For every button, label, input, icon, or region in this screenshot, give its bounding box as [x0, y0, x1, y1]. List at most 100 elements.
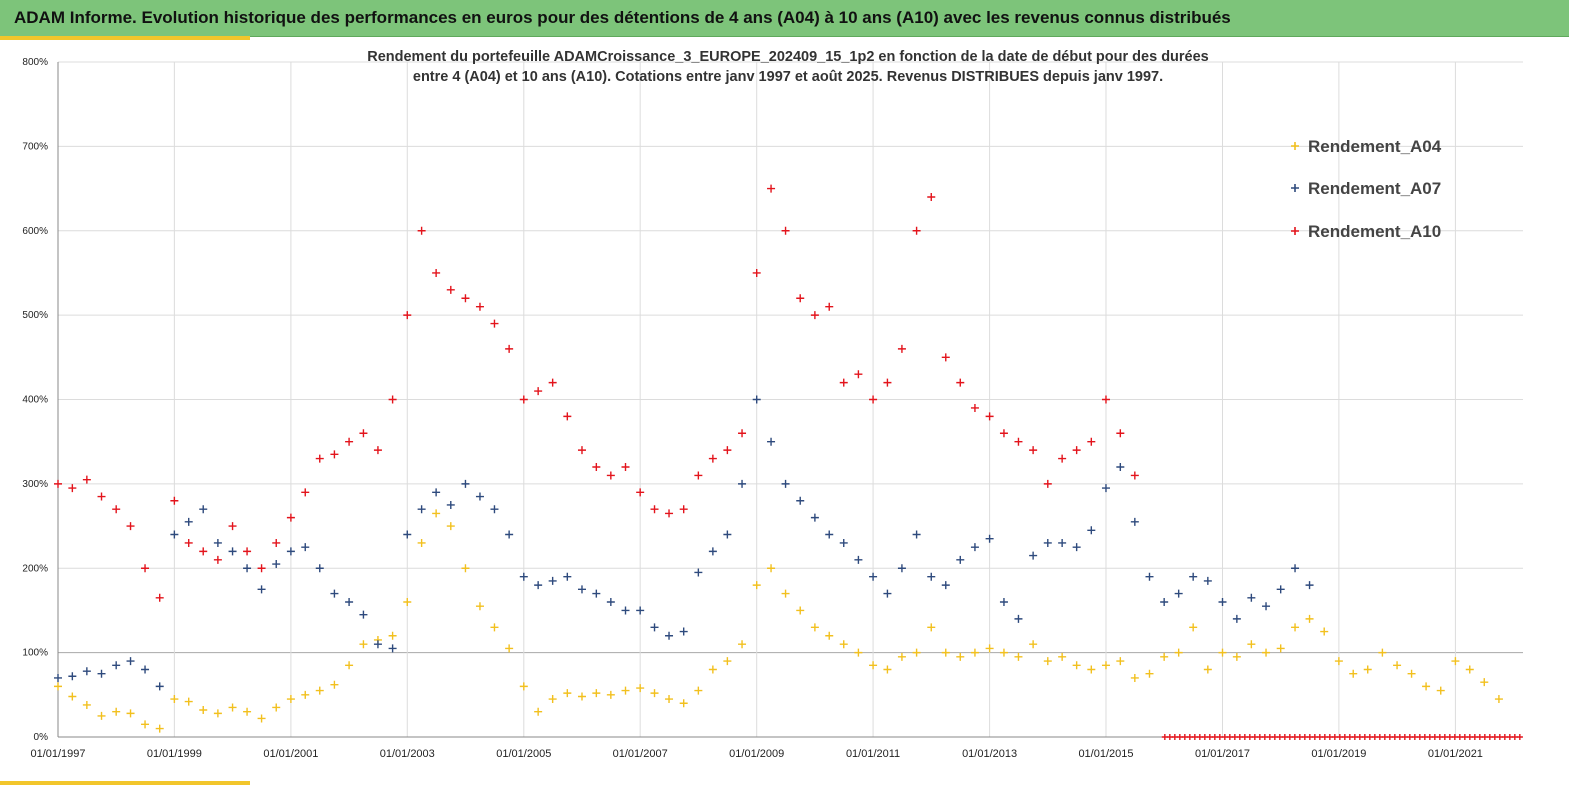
gridlines [57, 61, 1523, 738]
zero-marker [1196, 734, 1203, 740]
data-point [359, 640, 368, 649]
zero-marker [1506, 734, 1513, 740]
zero-marker [1266, 734, 1273, 740]
data-point [1130, 471, 1139, 480]
zero-marker [1436, 734, 1443, 740]
zero-marker [1516, 734, 1523, 740]
legend: Rendement_A04 Rendement_A07 Rendement_A1… [1291, 137, 1442, 241]
data-point [141, 720, 150, 729]
data-point [112, 661, 121, 670]
data-point [752, 268, 761, 277]
data-point [941, 353, 950, 362]
data-point [126, 709, 135, 718]
data-point [1072, 661, 1081, 670]
data-point [548, 576, 557, 585]
zero-marker [1326, 734, 1333, 740]
data-point [519, 682, 528, 691]
legend-item-a10: Rendement_A10 [1291, 222, 1441, 241]
data-point [869, 661, 878, 670]
data-point [534, 707, 543, 716]
data-point [141, 564, 150, 573]
x-tick-label: 01/01/2005 [496, 748, 551, 760]
zero-marker [1366, 734, 1373, 740]
data-point [155, 682, 164, 691]
data-point [461, 479, 470, 488]
zero-marker [1181, 734, 1188, 740]
x-tick-label: 01/01/2003 [380, 748, 435, 760]
data-point [184, 517, 193, 526]
data-point [1334, 657, 1343, 666]
zero-marker [1346, 734, 1353, 740]
data-point [417, 505, 426, 514]
data-point [810, 513, 819, 522]
data-point [1247, 593, 1256, 602]
data-point [1101, 395, 1110, 404]
data-point [112, 707, 121, 716]
data-point [432, 509, 441, 518]
zero-marker [1376, 734, 1383, 740]
data-point [650, 505, 659, 514]
banner-title: ADAM Informe. Evolution historique des p… [14, 8, 1231, 27]
data-point [373, 640, 382, 649]
y-tick-label: 100% [22, 648, 48, 659]
data-point [1043, 538, 1052, 547]
data-point [1160, 652, 1169, 661]
zero-marker [1386, 734, 1393, 740]
data-point [897, 652, 906, 661]
data-point [927, 572, 936, 581]
data-point [345, 437, 354, 446]
data-point [446, 500, 455, 509]
data-point [1087, 665, 1096, 674]
data-point [54, 682, 62, 691]
data-point [519, 572, 528, 581]
data-point [577, 446, 586, 455]
data-point [854, 555, 863, 564]
data-point [403, 311, 412, 320]
data-point [810, 623, 819, 632]
data-point [228, 703, 237, 712]
data-point [213, 538, 222, 547]
data-point [184, 697, 193, 706]
zero-marker [1226, 734, 1233, 740]
zero-marker [1356, 734, 1363, 740]
data-point [679, 699, 688, 708]
data-point [1203, 576, 1212, 585]
series-rendement-a07 [54, 395, 1314, 691]
data-point [1378, 648, 1387, 657]
x-tick-label: 01/01/2009 [729, 748, 784, 760]
zero-marker [1301, 734, 1308, 740]
data-point [1480, 678, 1489, 687]
data-point [1087, 526, 1096, 535]
data-point [839, 640, 848, 649]
data-point [243, 547, 252, 556]
data-point [606, 598, 615, 606]
zero-marker [1511, 734, 1518, 740]
data-point [534, 387, 543, 396]
x-tick-label: 01/01/2019 [1311, 748, 1366, 760]
zero-marker [1231, 734, 1238, 740]
zero-marker [1236, 734, 1243, 740]
data-point [82, 667, 91, 676]
legend-item-a04: Rendement_A04 [1291, 137, 1442, 156]
zero-marker [1491, 734, 1498, 740]
data-point [679, 505, 688, 514]
zero-marker [1321, 734, 1328, 740]
data-point [1276, 644, 1285, 653]
data-point [286, 695, 295, 704]
data-point [272, 538, 281, 547]
data-point [184, 538, 193, 547]
data-point [257, 585, 266, 594]
data-point [1043, 657, 1052, 666]
zero-marker [1421, 734, 1428, 740]
data-point [68, 484, 77, 493]
data-point [126, 522, 135, 531]
zero-marker [1246, 734, 1253, 740]
y-tick-label: 800% [22, 57, 48, 68]
data-point [825, 302, 834, 311]
data-point [723, 446, 732, 455]
data-point [752, 581, 761, 590]
zero-marker [1271, 734, 1278, 740]
data-point [315, 454, 324, 463]
data-point [1116, 657, 1125, 666]
data-point [708, 454, 717, 463]
